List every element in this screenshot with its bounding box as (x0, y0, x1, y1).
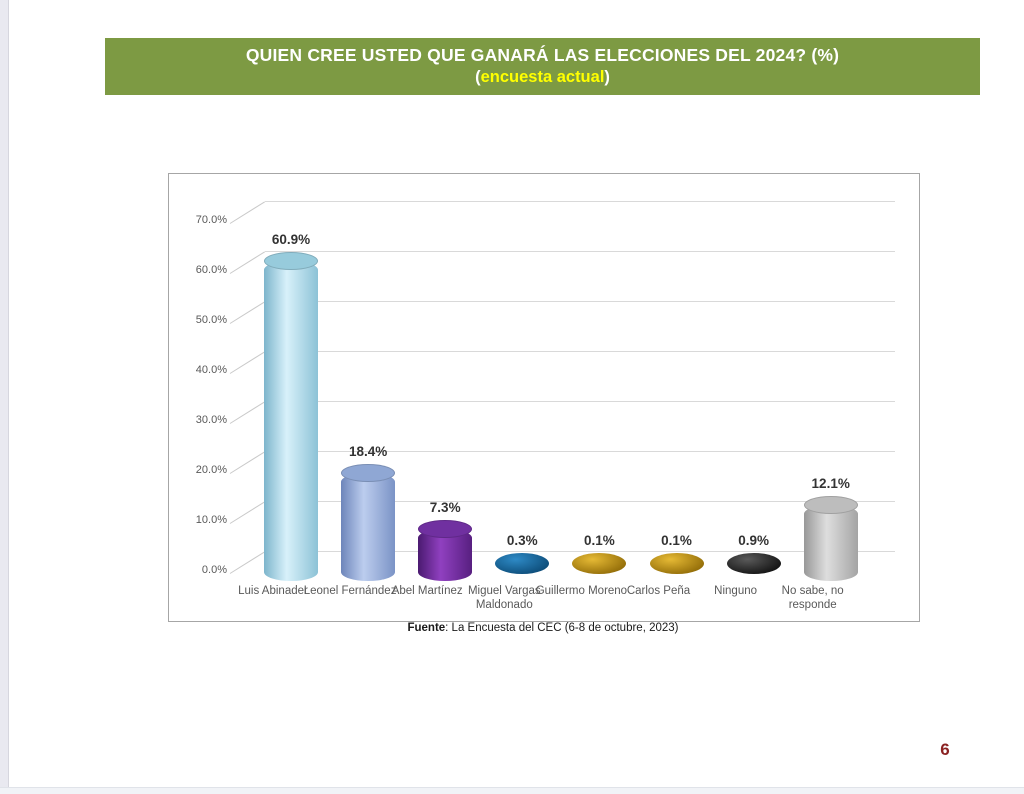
plot-area: 0.0% 10.0% 20.0% 30.0% 40.0% 50.0% 60.0% 70.0% 6… (169, 174, 919, 621)
depth-tick-line (229, 351, 266, 374)
title-banner: QUIEN CREE USTED QUE GANARÁ LAS ELECCION… (105, 38, 980, 95)
source-text: : La Encuesta del CEC (6-8 de octubre, 2… (445, 622, 679, 634)
y-axis-tick-label: 60.0% (195, 264, 227, 276)
bar-value-label: 12.1% (811, 475, 850, 491)
bar-cylinder-top (264, 251, 318, 270)
y-axis-tick-label: 20.0% (195, 464, 227, 476)
chart-frame: 0.0% 10.0% 20.0% 30.0% 40.0% 50.0% 60.0% 70.0% 6… (168, 173, 920, 622)
bar-disc (572, 553, 627, 574)
depth-tick-line (229, 251, 266, 274)
bar-disc (726, 553, 781, 574)
y-axis-tick-label: 50.0% (195, 314, 227, 326)
page-bottom-edge (0, 787, 1024, 794)
page-number: 6 (940, 740, 950, 759)
category-label: No sabe, no responde (781, 585, 844, 612)
page-left-edge (0, 0, 9, 794)
bar-cylinder-body (803, 504, 858, 581)
source-label: Fuente (407, 622, 446, 634)
bar-value-label: 0.1% (584, 533, 615, 548)
y-axis-tick-label: 40.0% (195, 364, 227, 376)
source-caption: Fuente: La Encuesta del CEC (6-8 de octu… (168, 622, 918, 634)
gridline (265, 201, 895, 202)
y-axis-tick-label: 10.0% (195, 514, 227, 526)
bar-cylinder-body (264, 260, 318, 581)
gridline (265, 251, 895, 252)
depth-tick-line (229, 451, 266, 474)
subtitle-highlight: encuesta actual (480, 68, 605, 86)
bar-disc (649, 553, 704, 574)
banner-subtitle: (encuesta actual) (105, 68, 980, 87)
category-label: Leonel Fernández (303, 585, 397, 597)
bar-value-label: 0.1% (661, 533, 692, 548)
bar-value-label: 18.4% (348, 444, 388, 459)
category-label: Abel Martínez (391, 585, 463, 597)
bar-value-label: 7.3% (429, 499, 461, 515)
category-label: Ninguno (714, 585, 758, 597)
bar-value-label: 0.9% (738, 533, 769, 548)
depth-tick-line (229, 201, 266, 224)
gridline (265, 401, 895, 402)
y-axis-tick-label: 30.0% (195, 414, 227, 426)
y-axis-tick-label: 70.0% (195, 214, 227, 226)
category-label: Guillermo Moreno (535, 585, 628, 597)
bar-cylinder-top (418, 519, 473, 538)
depth-tick-line (229, 401, 266, 424)
gridline (265, 451, 895, 452)
bar-cylinder-top (341, 464, 396, 482)
gridline (265, 351, 895, 352)
bar-cylinder-body (341, 473, 396, 581)
depth-tick-line (229, 551, 266, 574)
category-label: Miguel Vargas Maldonado (467, 585, 541, 612)
banner-title: QUIEN CREE USTED QUE GANARÁ LAS ELECCION… (245, 45, 840, 65)
subtitle-paren-close: ) (604, 68, 610, 86)
category-label: Carlos Peña (626, 585, 691, 597)
bar-value-label: 0.3% (506, 533, 538, 548)
depth-tick-line (229, 501, 266, 524)
depth-tick-line (229, 301, 266, 324)
gridline (265, 301, 895, 302)
bar-value-label: 60.9% (271, 231, 311, 247)
subtitle-paren-open: ( (475, 68, 481, 86)
y-axis-tick-label: 0.0% (201, 564, 227, 576)
gridline (265, 501, 895, 502)
gridline (265, 551, 895, 552)
category-label: Luis Abinader (238, 585, 308, 597)
bar-cylinder-top (803, 495, 858, 514)
bar-disc (495, 553, 550, 574)
